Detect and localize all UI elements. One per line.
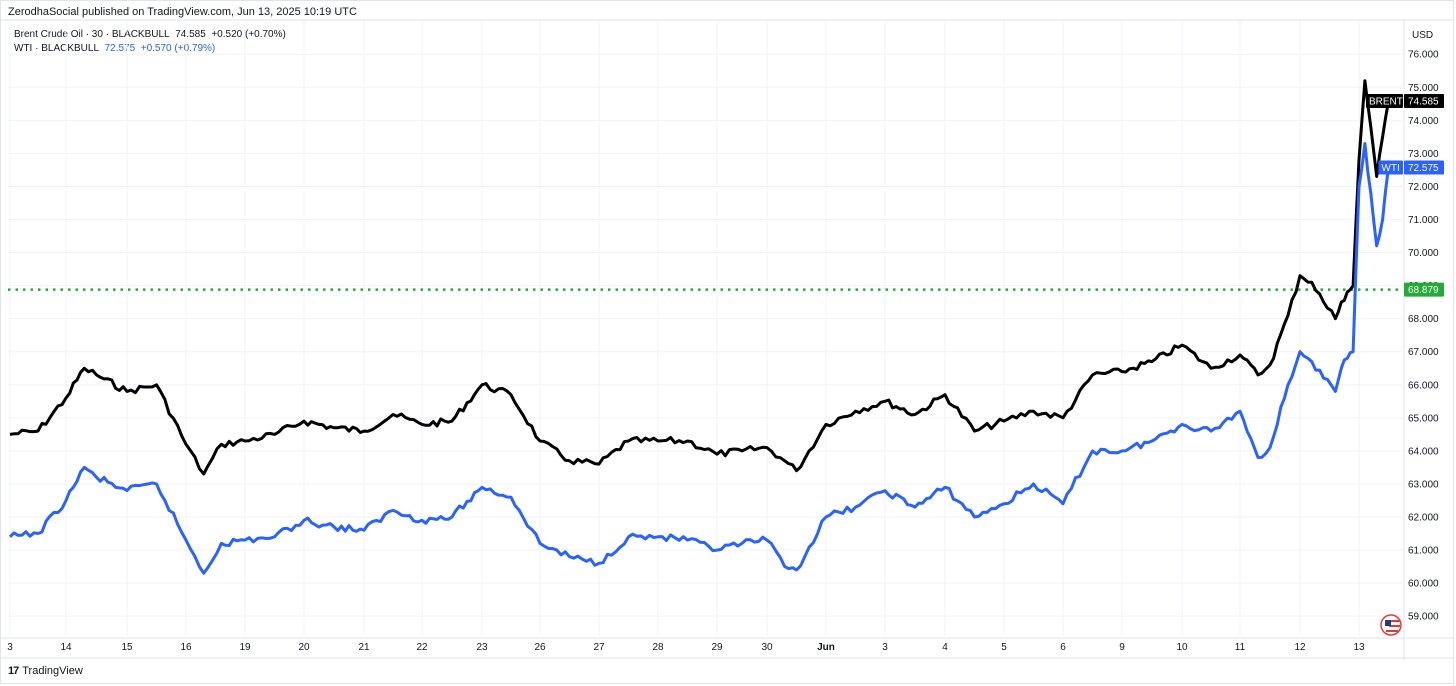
y-tick-label: 71.000: [1408, 215, 1439, 226]
x-tick-label: 30: [761, 642, 773, 653]
series-tag-wti: [1378, 160, 1403, 175]
y-tick-label: 70.000: [1408, 248, 1439, 259]
legend-brent-name: Brent Crude Oil · 30 · BLACKBULL: [14, 29, 170, 40]
x-tick-label: 11: [1235, 642, 1246, 653]
x-tick-label: 19: [239, 642, 251, 653]
y-tick-label: 61.000: [1408, 546, 1439, 557]
legend-brent[interactable]: Brent Crude Oil · 30 · BLACKBULL 74.585 …: [14, 28, 286, 42]
y-tick-label: 75.000: [1408, 83, 1439, 94]
y-tick-label: 74.000: [1408, 116, 1439, 127]
y-tick-label: 65.000: [1408, 413, 1439, 424]
legend-brent-change: +0.520 (+0.70%): [211, 29, 286, 40]
tradingview-brand: TradingView: [22, 665, 83, 677]
x-tick-label: 10: [1176, 642, 1188, 653]
legend-wti-last: 72.575: [104, 43, 136, 54]
x-tick-label: 26: [534, 642, 546, 653]
y-tick-label: 62.000: [1408, 513, 1439, 524]
x-tick-label: 3: [882, 642, 888, 653]
y-tick-label: 59.000: [1408, 612, 1439, 623]
legend-wti[interactable]: WTI · BLACKBULL 72.575 +0.570 (+0.79%): [14, 42, 286, 56]
series-price-label: 72.575: [1408, 163, 1439, 174]
x-tick-label: 27: [593, 642, 605, 653]
y-tick-label: 72.000: [1408, 182, 1439, 193]
x-tick-label: 15: [121, 642, 133, 653]
x-tick-label: 28: [652, 642, 664, 653]
x-tick-label: 12: [1294, 642, 1306, 653]
x-tick-label: 14: [60, 642, 72, 653]
legend-wti-name: WTI · BLACKBULL: [14, 43, 100, 54]
currency-label[interactable]: USD: [1412, 30, 1434, 41]
series-price-label: 74.585: [1408, 96, 1439, 107]
axis-layer: 59.000 60.000 61.000 62.000 63.000 64.000 65.0…: [0, 19, 1454, 660]
y-tick-label: 68.000: [1408, 314, 1439, 325]
legend-wti-change: +0.570 (+0.79%): [140, 43, 216, 54]
chart-legend: Brent Crude Oil · 30 · BLACKBULL 74.585 …: [14, 28, 286, 56]
series-price-tag-brent: [1404, 93, 1444, 108]
series-tag-label: BRENT: [1369, 96, 1403, 107]
level-price-label: 68.879: [1408, 285, 1439, 296]
tradingview-logo-icon: 17: [8, 665, 19, 677]
x-tick-label: 23: [476, 642, 488, 653]
y-tick-label: 64.000: [1408, 446, 1439, 457]
x-tick-label: 9: [1119, 642, 1125, 653]
y-tick-label: 73.000: [1408, 149, 1439, 160]
x-tick-label: 6: [1060, 642, 1066, 653]
y-tick-label: 66.000: [1408, 380, 1439, 391]
tradingview-logo[interactable]: 17 TradingView: [8, 665, 83, 677]
series-tag-label: WTI: [1381, 163, 1399, 174]
tag-layer: 68.879 BRENT 74.585 WTI 72.575: [1366, 93, 1444, 297]
x-tick-label: 4: [942, 642, 948, 653]
y-tick-label: 60.000: [1408, 579, 1439, 590]
legend-brent-last: 74.585: [175, 29, 206, 40]
series-tag-brent: [1366, 93, 1403, 108]
x-tick-label: 20: [298, 642, 310, 653]
y-tick-label: 63.000: [1408, 479, 1439, 490]
x-tick-label: 5: [1001, 642, 1007, 653]
y-tick-label: 67.000: [1408, 347, 1439, 358]
x-tick-label: Jun: [817, 642, 835, 653]
x-tick-label: 16: [180, 642, 192, 653]
series-price-tag-wti: [1404, 160, 1444, 175]
x-tick-label: 21: [358, 642, 370, 653]
y-tick-label: 76.000: [1408, 50, 1439, 61]
series-line-wti[interactable]: [8, 142, 1390, 575]
publisher-caption: ZerodhaSocial published on TradingView.c…: [8, 6, 357, 18]
x-tick-label: 13: [1353, 642, 1365, 653]
x-tick-label: 3: [7, 642, 13, 653]
x-tick-label: 22: [416, 642, 428, 653]
series-line-brent[interactable]: [9, 79, 1390, 476]
grid-layer: [8, 20, 1402, 636]
flag-icon[interactable]: [1380, 614, 1402, 636]
level-price-tag: [1404, 282, 1444, 297]
x-tick-label: 29: [711, 642, 723, 653]
series-layer: [8, 79, 1390, 575]
